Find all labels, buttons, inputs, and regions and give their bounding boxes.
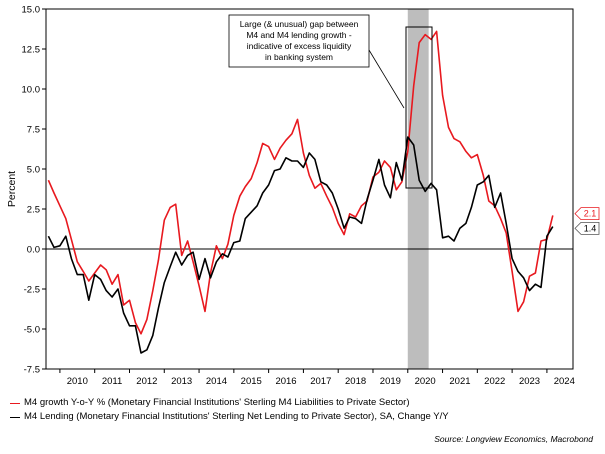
y-tick-label: 5.0 — [27, 165, 40, 176]
x-tick-label: 2023 — [519, 376, 540, 387]
y-tick-label: 2.5 — [27, 205, 40, 216]
series-line-m4-lending — [47, 136, 554, 354]
end-tag-label: 1.4 — [584, 223, 597, 233]
annotation-arrow — [368, 49, 405, 109]
y-axis-label: Percent — [6, 171, 18, 207]
y-tick-label: 15.0 — [22, 5, 41, 16]
legend-label-m4-growth: M4 growth Y-o-Y % (Monetary Financial In… — [24, 397, 410, 408]
y-tick-label: 7.5 — [27, 125, 40, 136]
x-tick-label: 2022 — [484, 376, 505, 387]
legend-item-m4-growth: M4 growth Y-o-Y % (Monetary Financial In… — [10, 396, 449, 410]
annotation-box — [228, 14, 370, 68]
legend: M4 growth Y-o-Y % (Monetary Financial In… — [10, 396, 449, 424]
annotation-line-3: indicative of excess liquidity — [247, 41, 352, 51]
y-tick-label: 10.0 — [22, 85, 41, 96]
series-line-m4-growth — [47, 30, 554, 335]
x-tick-label: 2010 — [67, 376, 88, 387]
annotation: Large (& unusual) gap between M4 and M4 … — [228, 14, 433, 189]
y-tick-label: -5.0 — [24, 325, 40, 336]
highlight-box — [405, 26, 433, 189]
legend-swatch-red — [10, 402, 20, 404]
x-tick-label: 2020 — [415, 376, 436, 387]
x-tick-label: 2018 — [345, 376, 366, 387]
plot-frame — [45, 8, 574, 370]
x-tick-label: 2015 — [241, 376, 262, 387]
end-tag-label: 2.1 — [584, 209, 597, 219]
source-note: Source: Longview Economics, Macrobond — [434, 434, 593, 444]
annotation-line-1: Large (& unusual) gap between — [240, 19, 359, 29]
x-tick-label: 2021 — [449, 376, 470, 387]
x-tick-label: 2011 — [102, 376, 122, 387]
legend-label-m4-lending: M4 Lending (Monetary Financial Instituti… — [24, 411, 449, 422]
annotation-line-4: in banking system — [265, 52, 333, 62]
y-tick-label: -7.5 — [24, 365, 40, 376]
shaded-period — [407, 9, 429, 369]
x-tick-label: 2016 — [275, 376, 296, 387]
y-tick-label: -2.5 — [24, 285, 40, 296]
chart: 15.0 12.5 10.0 7.5 5.0 2.5 0.0 -2.5 -5.0 -7.5 201… — [6, 5, 600, 387]
legend-swatch-black — [10, 416, 20, 418]
legend-item-m4-lending: M4 Lending (Monetary Financial Instituti… — [10, 410, 449, 424]
y-tick-label: 0.0 — [27, 245, 40, 256]
x-tick-label: 2017 — [310, 376, 331, 387]
x-tick-label: 2013 — [171, 376, 192, 387]
end-tag-m4-lending: 1.4 — [574, 222, 600, 235]
x-tick-label: 2024 — [554, 376, 575, 387]
x-tick-label: 2019 — [380, 376, 401, 387]
y-tick-label: 12.5 — [22, 45, 41, 56]
x-tick-label: 2014 — [206, 376, 227, 387]
x-tick-label: 2012 — [136, 376, 157, 387]
annotation-line-2: M4 and M4 lending growth - — [246, 30, 352, 40]
end-tag-m4-growth: 2.1 — [574, 207, 600, 220]
